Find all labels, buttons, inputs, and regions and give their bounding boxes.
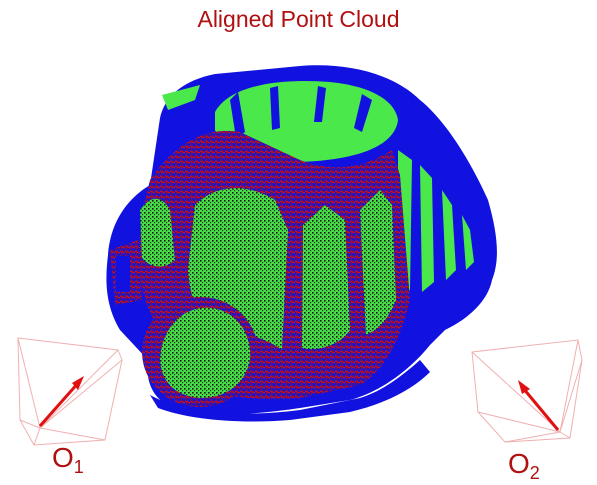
observer-index: 2 xyxy=(529,463,540,483)
arrowhead-icon-o2 xyxy=(518,380,530,394)
observer-label-o1: O1 xyxy=(52,442,84,478)
camera-frustum-o2 xyxy=(471,339,583,443)
arrowhead-icon-o1 xyxy=(72,376,84,390)
aligned-point-cloud xyxy=(106,65,497,422)
observer-letter: O xyxy=(508,448,530,479)
observer-label-o2: O2 xyxy=(508,448,540,484)
arrow-icon-o1 xyxy=(38,381,81,427)
observer-letter: O xyxy=(52,442,74,473)
figure-title: Aligned Point Cloud xyxy=(197,6,400,32)
observer-index: 1 xyxy=(73,457,84,477)
arrow-icon-o2 xyxy=(521,387,560,431)
camera-frustum-o1 xyxy=(17,337,123,446)
